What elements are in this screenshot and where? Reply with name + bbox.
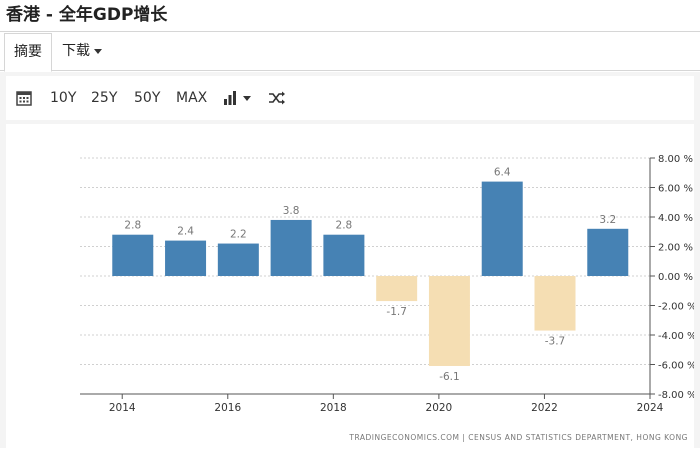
- compare-button[interactable]: [268, 76, 288, 120]
- calendar-icon[interactable]: [16, 76, 36, 120]
- bar: [165, 240, 207, 276]
- x-tick-label: 2018: [320, 402, 347, 414]
- y-tick-label: -4.00 %: [658, 331, 694, 342]
- y-tick-label: 4.00 %: [658, 213, 693, 224]
- data-label: 2.8: [336, 220, 353, 232]
- bar: [270, 219, 312, 276]
- data-label: 2.4: [177, 226, 194, 238]
- y-tick-label: 6.00 %: [658, 184, 693, 195]
- bar: [481, 181, 523, 276]
- y-tick-label: 2.00 %: [658, 243, 693, 254]
- tab-download[interactable]: 下载: [62, 33, 110, 71]
- bar: [323, 234, 365, 276]
- data-label: 6.4: [494, 167, 511, 179]
- data-label: -1.7: [386, 306, 407, 318]
- data-label: 2.2: [230, 229, 247, 241]
- data-label: 2.8: [124, 220, 141, 232]
- page-title: 香港 - 全年GDP增长: [0, 0, 700, 32]
- range-max-button[interactable]: MAX: [176, 90, 208, 106]
- bar: [428, 276, 470, 366]
- x-tick-label: 2024: [637, 402, 664, 414]
- x-tick-label: 2022: [531, 402, 558, 414]
- y-tick-label: -6.00 %: [658, 361, 694, 372]
- data-label: -3.7: [545, 336, 566, 348]
- tab-download-label: 下载: [62, 43, 90, 59]
- range-50y-button[interactable]: 50Y: [134, 90, 161, 106]
- y-tick-label: -8.00 %: [658, 390, 694, 401]
- chart-toolbar: 10Y 25Y 50Y MAX: [6, 76, 694, 120]
- shuffle-icon: [269, 91, 285, 105]
- data-label: -6.1: [439, 371, 460, 383]
- data-label: 3.8: [283, 205, 300, 217]
- x-tick-label: 2014: [109, 402, 136, 414]
- bar: [376, 276, 418, 302]
- range-10y-button[interactable]: 10Y: [50, 90, 77, 106]
- chevron-down-icon: [94, 48, 102, 54]
- chart-container: 8.00 % 6.00 % 4.00 % 2.00 % 0.00 % -2.00 % -4.…: [6, 124, 697, 448]
- bar-chart-icon: [224, 91, 251, 105]
- bar: [217, 243, 259, 276]
- data-label: 3.2: [599, 214, 616, 226]
- y-tick-label: 0.00 %: [658, 272, 693, 283]
- tab-bar: 摘要 下载: [0, 33, 700, 72]
- gdp-growth-chart: 8.00 % 6.00 % 4.00 % 2.00 % 0.00 % -2.00 % -4.…: [80, 154, 697, 442]
- y-tick-label: -2.00 %: [658, 302, 694, 313]
- x-tick-label: 2016: [214, 402, 241, 414]
- range-25y-button[interactable]: 25Y: [91, 90, 118, 106]
- y-tick-label: 8.00 %: [658, 154, 693, 165]
- bar: [587, 228, 629, 276]
- tab-summary[interactable]: 摘要: [4, 33, 52, 72]
- x-tick-label: 2020: [426, 402, 453, 414]
- source-credit: TRADINGECONOMICS.COM | CENSUS AND STATIS…: [348, 433, 688, 442]
- chart-type-button[interactable]: [224, 76, 256, 120]
- bar: [534, 276, 576, 331]
- bar: [112, 234, 154, 276]
